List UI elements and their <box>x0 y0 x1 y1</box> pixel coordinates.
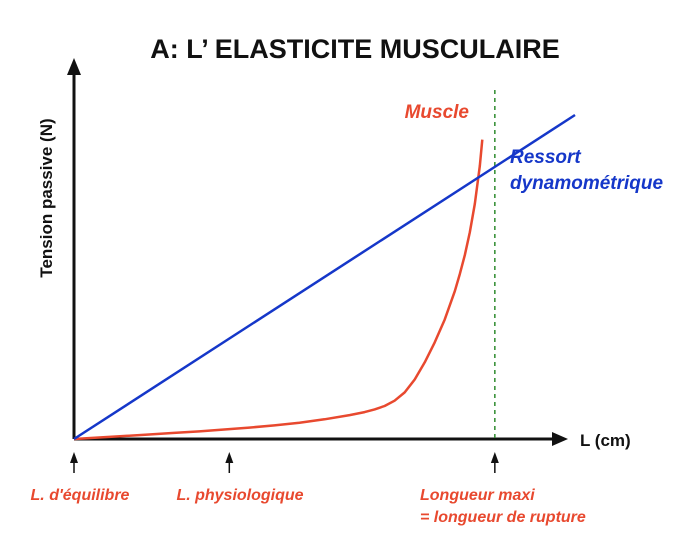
marker-arrowhead-0 <box>70 452 78 463</box>
chart-marks: Muscle Ressort dynamométrique L. d'équilibr… <box>31 58 664 526</box>
chart-title: A: L’ ELASTICITE MUSCULAIRE <box>150 34 560 64</box>
x-axis-arrowhead <box>552 432 568 446</box>
series-line-1 <box>73 113 576 441</box>
marker-label-1-0: L. physiologique <box>176 487 303 504</box>
series-label-ressort-line-0: Ressort <box>510 147 581 168</box>
marker-label-0-0: L. d'équilibre <box>31 487 130 504</box>
series-label-ressort-line-1: dynamométrique <box>510 173 664 194</box>
y-axis-label: Tension passive (N) <box>37 118 56 277</box>
marker-arrowhead-1 <box>225 452 234 463</box>
y-axis-arrowhead <box>67 58 81 75</box>
marker-label-2-0: Longueur maxi <box>420 487 535 504</box>
marker-arrowhead-2 <box>490 452 499 463</box>
marker-label-2-1: = longueur de rupture <box>420 509 586 526</box>
series-label-muscle: Muscle <box>405 102 470 123</box>
x-axis-label: L (cm) <box>580 431 631 450</box>
series-line-0 <box>73 139 484 441</box>
